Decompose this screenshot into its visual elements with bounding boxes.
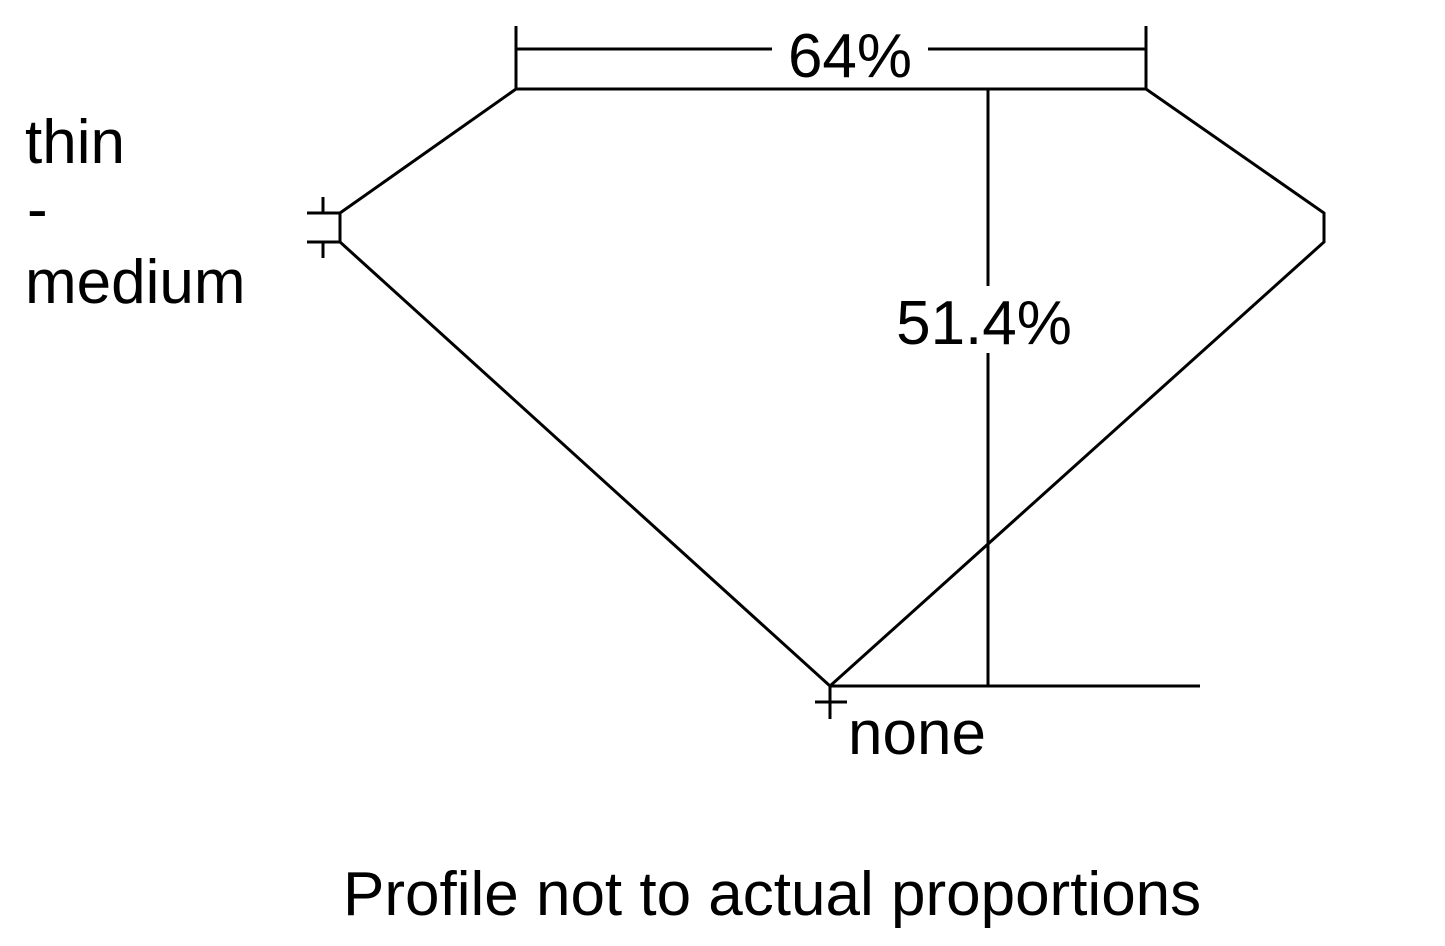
diamond-outline <box>338 87 1326 689</box>
depth-percent-label: 51.4% <box>896 289 1072 358</box>
culet-label: none <box>848 699 986 768</box>
caption: Profile not to actual proportions <box>343 860 1201 929</box>
girdle-label-medium: medium <box>25 248 246 317</box>
girdle-label-dash: - <box>27 175 48 244</box>
table-percent-label: 64% <box>788 22 912 91</box>
girdle-label-thin: thin <box>25 108 125 177</box>
